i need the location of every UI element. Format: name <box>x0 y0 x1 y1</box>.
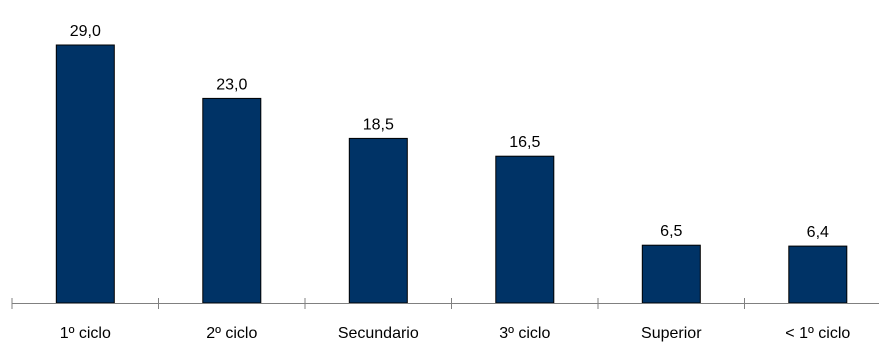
bar-0 <box>55 44 115 304</box>
bar-1 <box>202 97 262 304</box>
bar-4 <box>641 244 701 304</box>
value-label-4: 6,5 <box>660 223 682 240</box>
category-label-2: Secundario <box>338 325 419 342</box>
value-label-1: 23,0 <box>216 76 247 93</box>
category-label-0: 1º ciclo <box>60 325 111 342</box>
category-label-4: Superior <box>641 325 702 342</box>
x-axis <box>11 298 879 309</box>
value-labels-layer: 29,0 23,0 18,5 16,5 6,5 6,4 <box>70 23 829 241</box>
value-label-3: 16,5 <box>509 134 540 151</box>
category-label-3: 3º ciclo <box>499 325 550 342</box>
category-label-5: < 1º ciclo <box>785 325 850 342</box>
bar-5 <box>788 245 848 304</box>
bar-2 <box>348 137 408 304</box>
value-label-0: 29,0 <box>70 23 101 40</box>
x-tick-labels: 1º ciclo 2º ciclo Secundario 3º ciclo Superi… <box>60 325 851 342</box>
value-label-5: 6,4 <box>807 224 829 241</box>
bars-layer <box>55 44 848 304</box>
bar-3 <box>495 155 555 304</box>
category-label-1: 2º ciclo <box>206 325 257 342</box>
value-label-2: 18,5 <box>363 116 394 133</box>
